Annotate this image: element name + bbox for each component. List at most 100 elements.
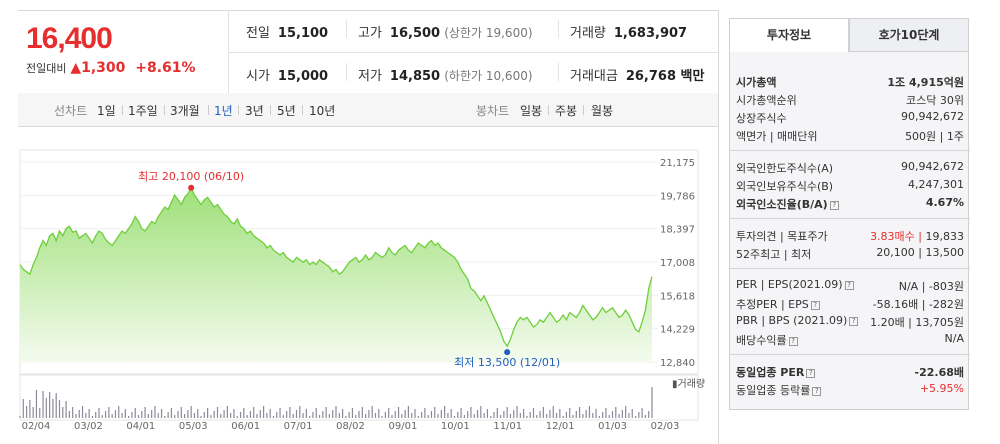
volume-bar	[114, 410, 117, 418]
investment-info-panel: 투자정보 호가10단계 시가총액 1조 4,915억원 시가총액순위 코스닥 30위 상…	[718, 10, 1000, 444]
x-tick-label: 07/01	[284, 421, 313, 432]
volume-bar	[361, 407, 363, 418]
period-5y[interactable]: 5년	[277, 104, 296, 118]
volume-bar	[397, 407, 400, 418]
period-daily-candle[interactable]: 일봉	[520, 104, 543, 118]
period-weekly-candle[interactable]: 주봉	[555, 104, 578, 118]
divider	[730, 150, 970, 151]
volume-bar	[608, 415, 610, 418]
volume-bar	[282, 415, 284, 418]
period-3y[interactable]: 3년	[245, 104, 264, 118]
info-row: 투자의견 | 목표주가 3.83매수 | 19,833	[736, 228, 964, 244]
info-row-label: 외국인한도주식수(A)	[736, 162, 834, 175]
volume-bar	[565, 412, 568, 418]
volume-bar	[42, 391, 44, 418]
y-tick-label: 21,175	[660, 158, 695, 169]
info-row-value: +5.95%	[919, 382, 964, 395]
volume-bar	[332, 410, 334, 418]
volume-bar	[180, 407, 182, 418]
volume-bar	[213, 411, 215, 418]
info-row-value: N/A	[944, 332, 964, 345]
line-chart-label: 선차트	[54, 104, 88, 118]
volume-bar	[289, 407, 291, 418]
volume-bar	[39, 408, 41, 418]
volume-bar	[85, 413, 87, 418]
volume-bar	[216, 407, 219, 418]
volume-bar	[559, 409, 561, 418]
help-icon[interactable]: ?	[806, 368, 816, 378]
help-icon[interactable]: ?	[810, 300, 820, 310]
price-chart[interactable]: 21,175 19,786 18,397 17,008 15,618 14,229 12,8…	[0, 128, 718, 444]
volume-bar	[49, 392, 51, 418]
volume-bar	[394, 411, 396, 418]
volume-bar	[302, 413, 304, 418]
volume-bar	[532, 408, 535, 418]
help-icon[interactable]: ?	[812, 386, 822, 396]
volume-bar	[128, 416, 130, 418]
help-icon[interactable]: ?	[849, 316, 859, 326]
volume-bar	[513, 410, 515, 418]
volume-bar	[437, 414, 439, 418]
volume-bar	[144, 407, 146, 418]
period-10y[interactable]: 10년	[309, 104, 336, 118]
volume-bar	[569, 408, 571, 418]
volume-bar	[341, 409, 344, 418]
info-row-value: -22.68배	[914, 366, 964, 379]
volume-bar	[641, 408, 643, 418]
info-row-label: PER | EPS(2021.09)	[736, 278, 843, 291]
volume-bar	[552, 406, 554, 418]
price-change: 전일대비 ▲1,300 +8.61%	[26, 60, 196, 76]
volume-bar	[45, 398, 47, 418]
period-3m[interactable]: 3개월	[170, 104, 200, 118]
info-row-value: 90,942,672	[901, 160, 964, 173]
volume-bar	[444, 406, 446, 418]
info-row-value: 4.67%	[925, 196, 964, 209]
volume-bar	[509, 414, 512, 418]
volume-bar	[582, 414, 584, 418]
tab-order-book[interactable]: 호가10단계	[849, 18, 969, 52]
high-marker	[188, 184, 195, 191]
info-row-value: 1조 4,915억원	[887, 76, 964, 89]
period-1d[interactable]: 1일	[97, 104, 116, 118]
volume-bar	[104, 411, 107, 418]
volume-bar	[124, 409, 126, 418]
volume-bar	[595, 409, 597, 418]
volume-bar	[246, 415, 248, 418]
x-tick-label: 09/01	[389, 421, 418, 432]
volume-bar	[407, 406, 410, 418]
volume-bar	[174, 415, 176, 418]
volume-bar	[651, 387, 653, 418]
period-monthly-candle[interactable]: 월봉	[591, 104, 614, 118]
help-icon[interactable]: ?	[788, 336, 798, 346]
volume-bar	[434, 407, 436, 418]
volume-bar	[638, 412, 640, 418]
y-tick-label: 15,618	[660, 291, 695, 302]
divider	[730, 218, 970, 219]
period-1w[interactable]: 1주일	[128, 104, 158, 118]
info-row-label: 동일업종 PER	[736, 366, 805, 379]
volume-bar	[111, 414, 113, 418]
volume-bar	[325, 407, 327, 418]
volume-bar	[134, 408, 136, 418]
info-row-value: 20,100 | 13,500	[876, 246, 964, 259]
period-1y[interactable]: 1년	[214, 104, 233, 118]
volume-bar	[22, 399, 24, 418]
volume-bar	[108, 407, 110, 418]
info-row: 배당수익률? N/A	[736, 332, 964, 348]
volume-bar	[233, 409, 235, 418]
volume-bar	[137, 415, 140, 418]
info-row-label: 52주최고 | 최저	[736, 248, 812, 261]
volume-bar	[634, 416, 637, 418]
volume-bar	[276, 412, 278, 418]
volume-bar	[351, 408, 354, 418]
volume-bar	[486, 409, 489, 418]
volume-bar	[371, 406, 373, 418]
help-icon[interactable]: ?	[829, 200, 839, 210]
help-icon[interactable]: ?	[844, 280, 854, 290]
volume-bar	[230, 413, 232, 418]
tab-investment-info[interactable]: 투자정보	[729, 18, 849, 52]
volume-bar	[480, 406, 482, 418]
volume-bar	[78, 410, 80, 418]
info-row: 액면가 | 매매단위 500원 | 1주	[736, 128, 964, 144]
volume-bar	[256, 414, 258, 418]
